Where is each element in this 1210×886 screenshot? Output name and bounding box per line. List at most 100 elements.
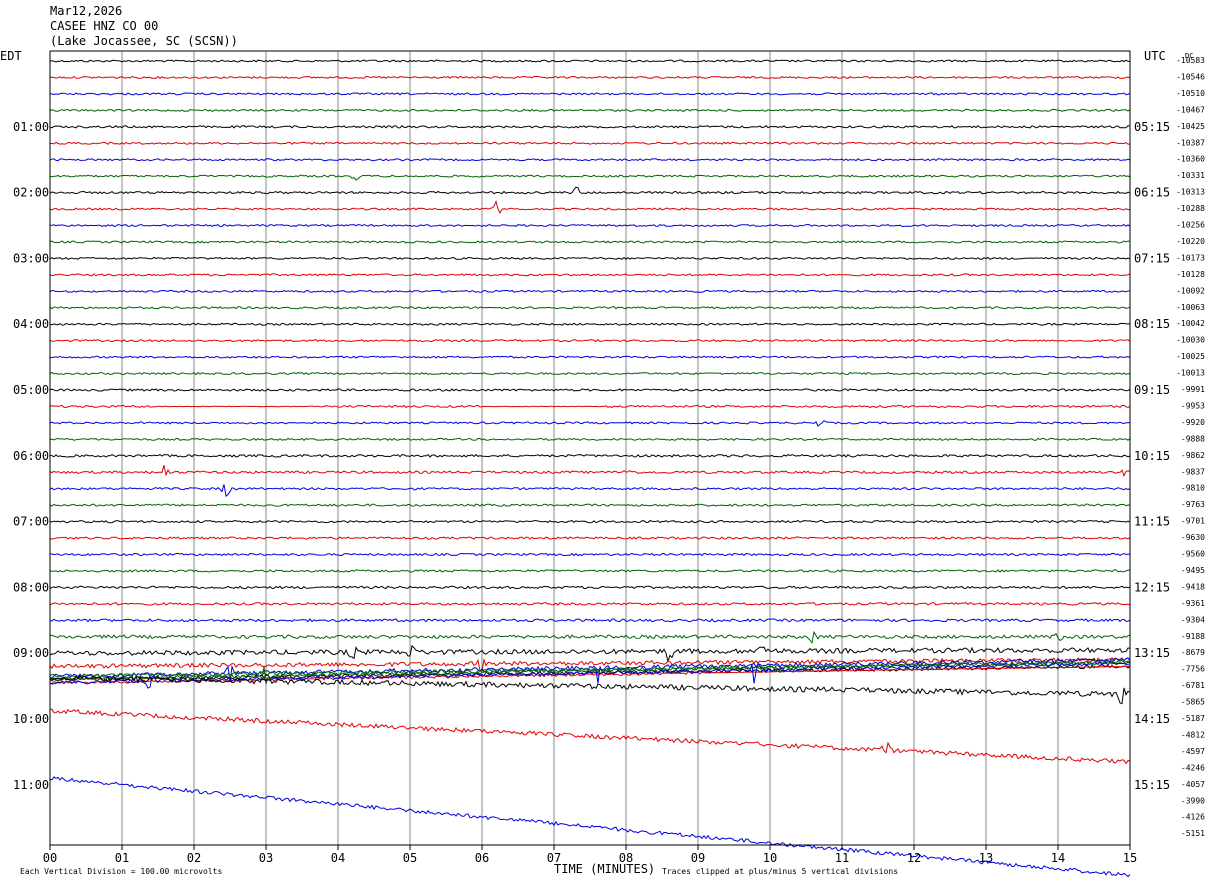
seismic-trace	[49, 776, 1131, 878]
edt-time-label: 01:00	[13, 120, 49, 134]
x-tick-label: 15	[1123, 851, 1137, 865]
dc-offset-label: -10220	[1176, 237, 1205, 246]
seismic-trace	[49, 355, 1131, 359]
seismic-trace	[49, 75, 1131, 80]
seismic-trace	[49, 674, 1131, 705]
edt-time-label: 05:00	[13, 383, 49, 397]
seismic-trace	[49, 371, 1131, 376]
seismic-trace	[49, 419, 1131, 427]
dc-offset-label: -4126	[1181, 813, 1205, 822]
dc-offset-label: -5187	[1181, 714, 1205, 723]
utc-time-label: 13:15	[1134, 646, 1170, 660]
dc-offset-label: -4597	[1181, 747, 1205, 756]
seismic-trace	[49, 708, 1131, 765]
seismic-trace	[49, 657, 1131, 672]
dc-offset-label: -6781	[1181, 681, 1205, 690]
seismic-trace	[49, 223, 1131, 228]
x-tick-label: 05	[403, 851, 417, 865]
x-tick-label: 13	[979, 851, 993, 865]
seismic-trace	[49, 569, 1131, 573]
dc-offset-label: -10360	[1176, 155, 1205, 164]
seismic-trace	[49, 465, 1131, 477]
utc-time-label: 10:15	[1134, 449, 1170, 463]
x-tick-label: 11	[835, 851, 849, 865]
edt-time-label: 06:00	[13, 449, 49, 463]
dc-offset-label: -10313	[1176, 188, 1205, 197]
x-tick-label: 03	[259, 851, 273, 865]
dc-offset-label: -10063	[1176, 303, 1205, 312]
seismic-trace	[49, 437, 1131, 441]
x-tick-label: 08	[619, 851, 633, 865]
clip-note: Traces clipped at plus/minus 5 vertical …	[662, 867, 898, 876]
dc-offset-label: -10173	[1176, 253, 1205, 262]
seismic-trace	[49, 585, 1131, 590]
dc-offset-label: -9304	[1181, 615, 1205, 624]
edt-time-label: 07:00	[13, 515, 49, 529]
edt-time-label: 11:00	[13, 778, 49, 792]
utc-time-label: 07:15	[1134, 251, 1170, 265]
dc-offset-label: -9862	[1181, 451, 1205, 460]
dc-offset-label: -9953	[1181, 401, 1205, 410]
seismic-trace	[49, 659, 1131, 685]
seismic-trace	[49, 59, 1131, 63]
seismic-trace	[49, 503, 1131, 507]
plot-date: Mar12,2026	[50, 4, 123, 18]
dc-offset-label: -9701	[1181, 517, 1205, 526]
dc-offset-label: -10467	[1176, 105, 1205, 114]
dc-offset-label: -10510	[1176, 89, 1205, 98]
dc-offset-label: -4246	[1181, 763, 1205, 772]
dc-offset-label: -10583	[1176, 56, 1205, 65]
left-timezone-label: EDT	[0, 49, 22, 63]
dc-offset-label: -10025	[1176, 352, 1205, 361]
dc-offset-label: -10546	[1176, 72, 1205, 81]
utc-time-label: 06:15	[1134, 186, 1170, 200]
edt-time-label: 04:00	[13, 317, 49, 331]
seismic-trace	[49, 174, 1131, 181]
seismic-trace	[49, 519, 1131, 524]
utc-time-label: 08:15	[1134, 317, 1170, 331]
seismic-trace	[49, 661, 1131, 689]
seismic-trace	[49, 536, 1131, 540]
dc-offset-label: -9630	[1181, 533, 1205, 542]
x-tick-label: 00	[43, 851, 57, 865]
seismic-trace	[49, 552, 1131, 557]
plot-frame	[49, 50, 1131, 846]
dc-offset-label: -10013	[1176, 369, 1205, 378]
seismic-trace	[49, 453, 1131, 458]
seismic-trace	[49, 322, 1131, 326]
edt-time-label: 02:00	[13, 186, 49, 200]
dc-offset-label: -10387	[1176, 138, 1205, 147]
seismic-trace	[49, 630, 1131, 644]
x-tick-label: 12	[907, 851, 921, 865]
seismic-trace	[49, 289, 1130, 293]
dc-label: DC	[1185, 52, 1193, 60]
seismic-trace	[49, 108, 1131, 112]
dc-offset-label: -9888	[1181, 434, 1205, 443]
seismic-trace	[49, 125, 1131, 129]
dc-offset-label: -10042	[1176, 319, 1205, 328]
x-tick-label: 01	[115, 851, 129, 865]
dc-offset-label: -9991	[1181, 385, 1205, 394]
seismic-trace	[49, 665, 1130, 685]
dc-offset-label: -4057	[1181, 780, 1205, 789]
dc-offset-label: -9361	[1181, 599, 1205, 608]
dc-offset-label: -5151	[1181, 829, 1205, 838]
dc-offset-label: -10425	[1176, 122, 1205, 131]
utc-time-label: 11:15	[1134, 515, 1170, 529]
seismic-trace	[49, 484, 1131, 498]
seismic-trace	[49, 601, 1131, 606]
dc-offset-label: -10128	[1176, 270, 1205, 279]
seismic-trace	[49, 141, 1131, 145]
utc-time-label: 09:15	[1134, 383, 1170, 397]
utc-time-label: 15:15	[1134, 778, 1170, 792]
utc-time-label: 14:15	[1134, 712, 1170, 726]
edt-time-label: 03:00	[13, 251, 49, 265]
dc-offset-label: -10092	[1176, 286, 1205, 295]
station-name: CASEE HNZ CO 00	[50, 19, 159, 33]
dc-offset-label: -10288	[1176, 204, 1205, 213]
x-tick-label: 07	[547, 851, 561, 865]
seismic-trace	[49, 158, 1131, 162]
seismic-trace	[49, 388, 1131, 392]
station-location: (Lake Jocassee, SC (SCSN))	[50, 34, 238, 48]
dc-offset-label: -10256	[1176, 221, 1205, 230]
